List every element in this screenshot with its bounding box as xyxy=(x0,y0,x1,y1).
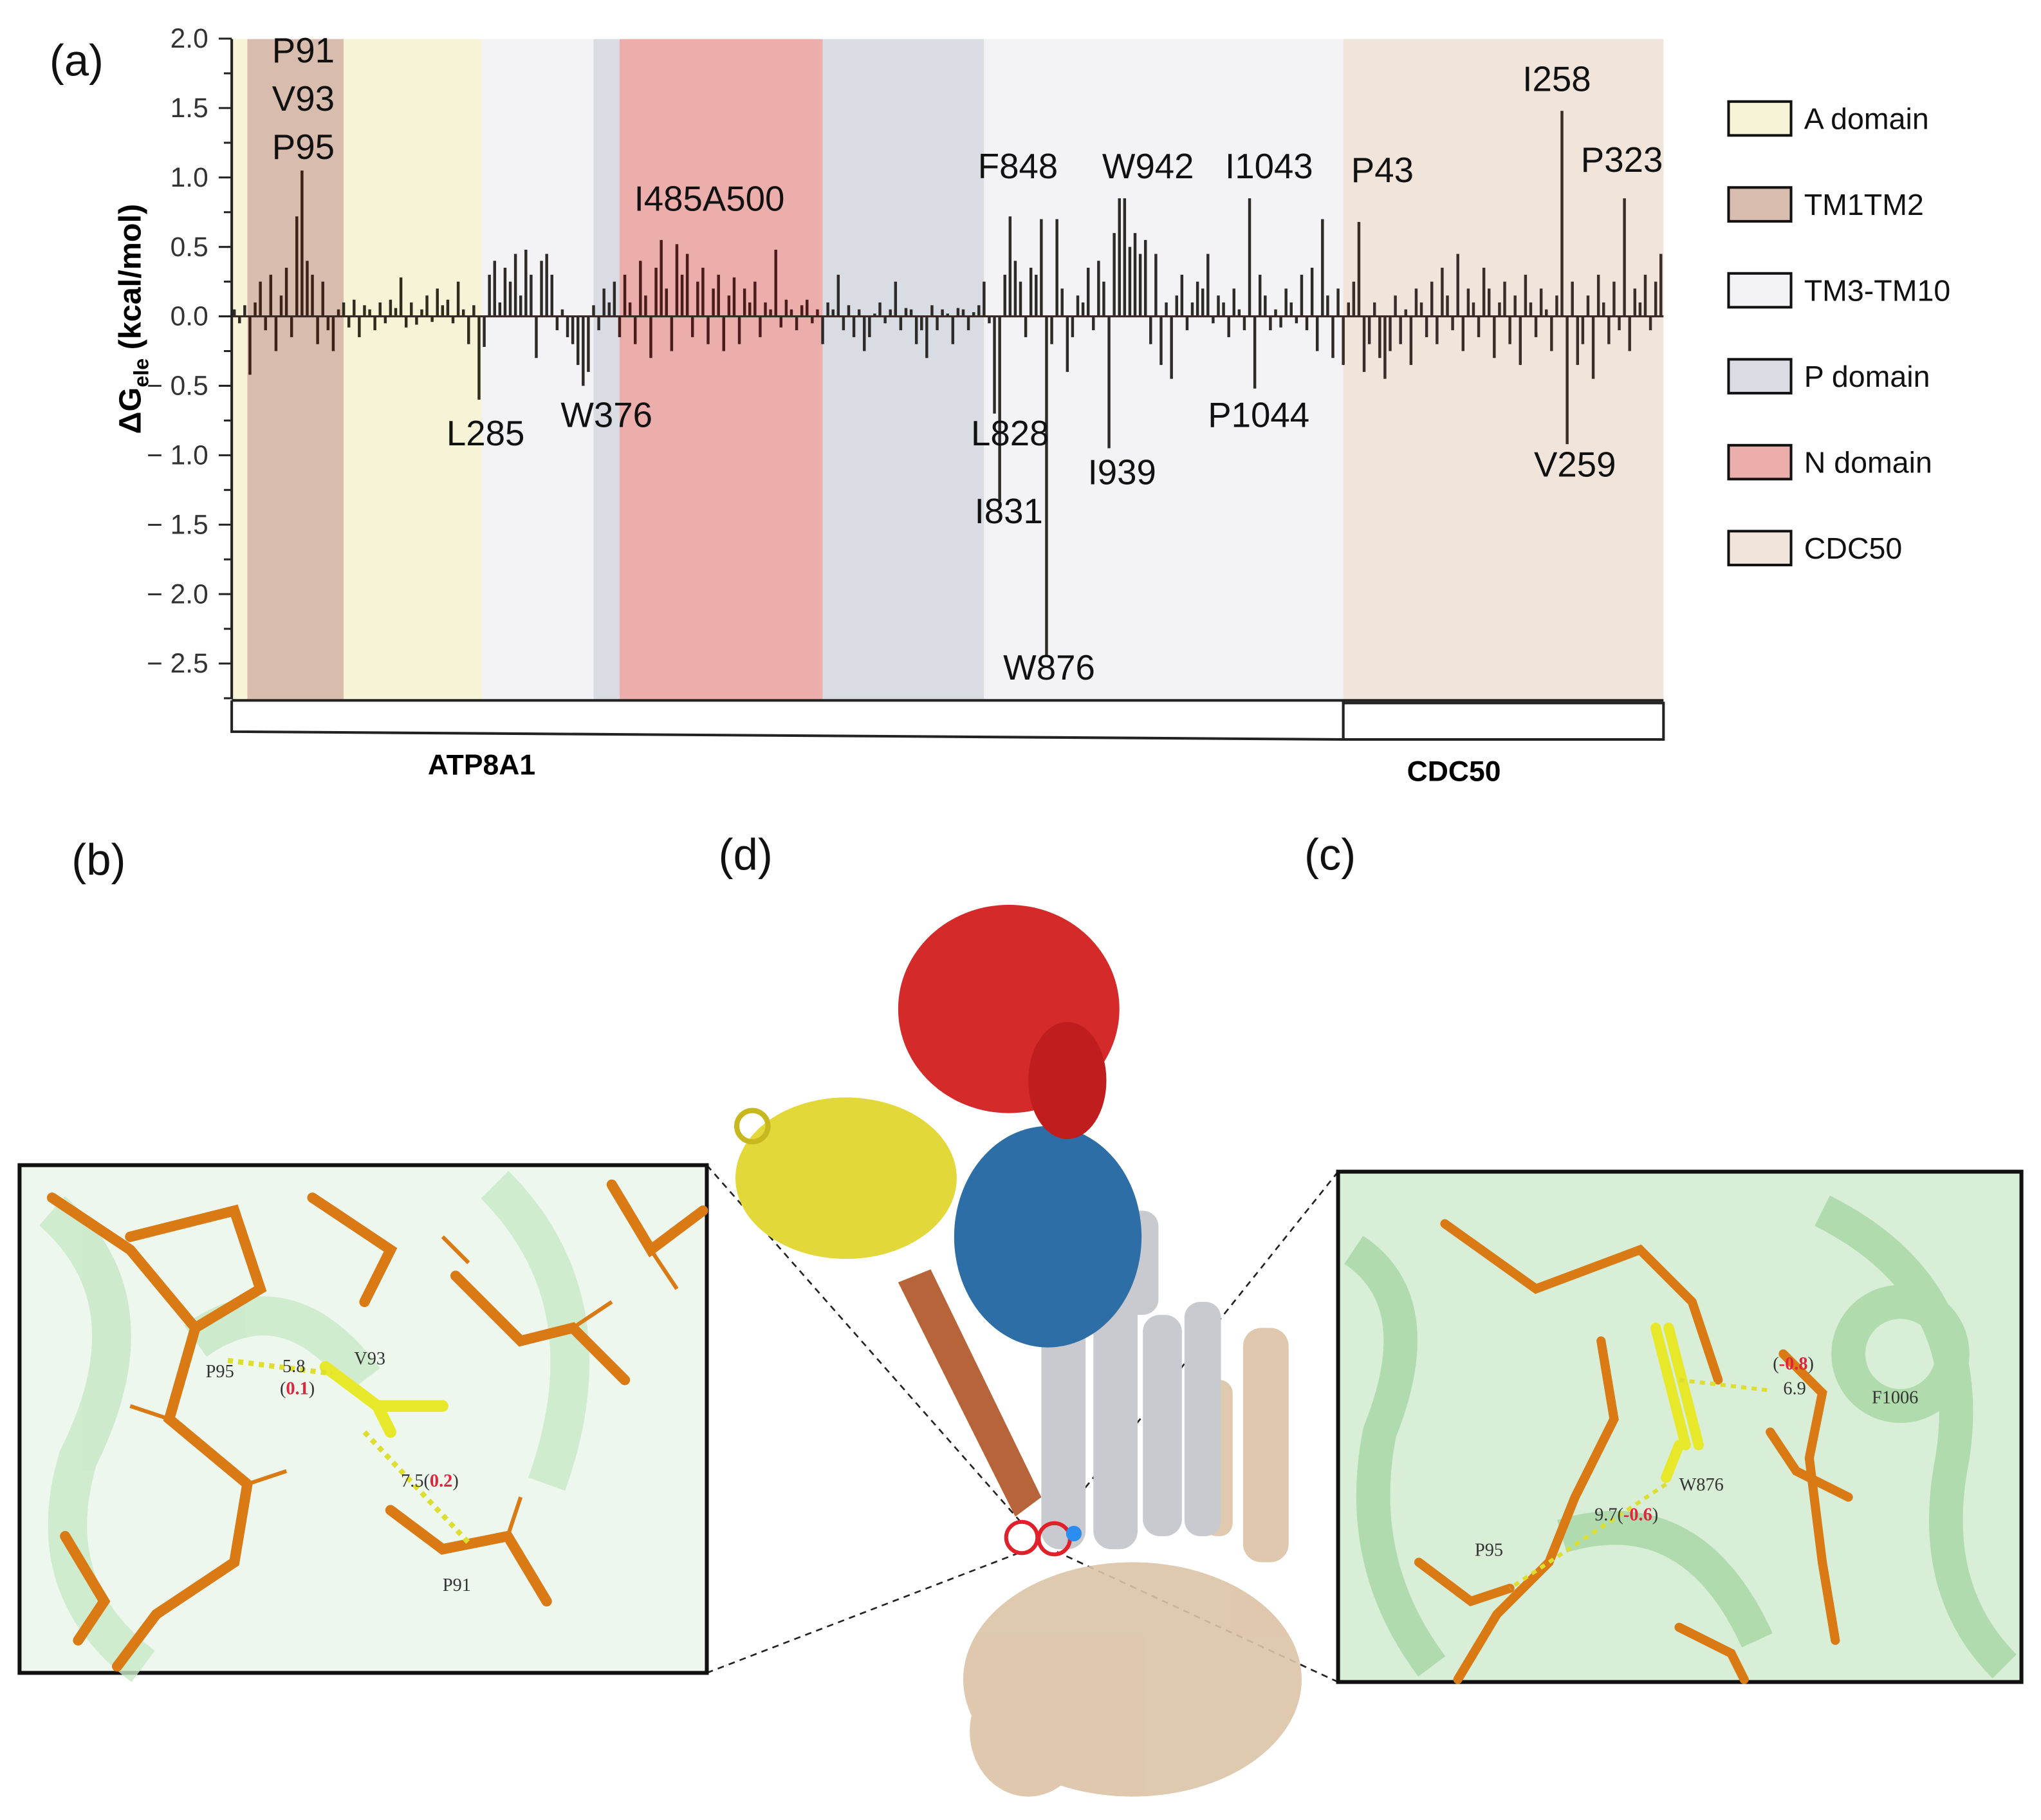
legend-swatch xyxy=(1727,358,1793,395)
panel-label-d: (d) xyxy=(719,830,773,879)
annotation-p43: P43 xyxy=(1351,151,1414,190)
y-tick-label: 0.0 xyxy=(171,302,208,332)
annotation-l828: L828 xyxy=(971,414,1049,453)
protein-structure xyxy=(734,904,1302,1797)
band-tm1tm2 xyxy=(247,39,344,700)
group-label-cdc50: CDC50 xyxy=(1407,756,1501,788)
band-cdc50 xyxy=(1343,39,1664,700)
band-tm3-tm10 xyxy=(481,39,594,700)
panel-b-zoom: P95 5.8 (0.1) V93 7.5(0.2) P91 xyxy=(17,1163,709,1682)
label-p95: P95 xyxy=(1475,1540,1503,1560)
annotation-i939: I939 xyxy=(1088,453,1156,492)
label-w876: W876 xyxy=(1679,1475,1724,1495)
band-tm3-tm10 xyxy=(984,39,1344,700)
y-tick-label: − 0.5 xyxy=(147,371,208,402)
yellow-residue-w876 xyxy=(1650,1323,1704,1483)
distance-lines xyxy=(1508,1378,1771,1590)
orange-hydrogens xyxy=(129,1235,679,1537)
energy-0-1: (0.1) xyxy=(280,1379,315,1399)
panel-label-a: (a) xyxy=(50,35,104,85)
a-domain xyxy=(735,1097,957,1259)
yellow-residue-v93 xyxy=(319,1360,448,1438)
legend-swatch xyxy=(1727,186,1793,223)
label-v93: V93 xyxy=(354,1349,385,1369)
legend-swatch xyxy=(1727,100,1793,137)
label-p95: P95 xyxy=(206,1362,234,1382)
annotation-i1043: I1043 xyxy=(1225,147,1313,186)
tm1tm2-helix xyxy=(898,1269,1042,1517)
band-a-domain xyxy=(344,39,482,700)
panel-label-c: (c) xyxy=(1304,830,1356,879)
domain-bands xyxy=(232,39,1664,700)
annotation-w876: W876 xyxy=(1003,648,1095,687)
legend-swatch xyxy=(1727,530,1793,566)
orange-residues xyxy=(1414,1219,1853,1684)
y-tick-label: 1.0 xyxy=(171,163,208,193)
y-tick-label: 1.5 xyxy=(171,93,208,124)
y-tick-label: − 2.5 xyxy=(147,649,208,679)
distance-6-9: 6.9 xyxy=(1783,1379,1806,1399)
y-tick-label: − 1.5 xyxy=(147,510,208,540)
annotation-i258: I258 xyxy=(1522,60,1591,99)
group-label-atp8a1: ATP8A1 xyxy=(428,750,535,781)
annotation-w376: W376 xyxy=(560,396,652,435)
label-p91: P91 xyxy=(443,1575,471,1595)
residue-annotations: P91 V93 P95 L285 W376 I485A500 F848 W942 I1043 P4… xyxy=(272,31,1663,687)
legend-swatch xyxy=(1727,272,1793,309)
panel-c-zoom: (-0.8) 6.9 F1006 W876 9.7(-0.6) P95 xyxy=(1336,1169,2024,1684)
y-axis-label: ΔGele (kcal/mol) xyxy=(113,204,153,434)
p-domain xyxy=(954,1126,1142,1348)
label-f1006: F1006 xyxy=(1872,1388,1918,1408)
legend-label: TM3-TM10 xyxy=(1804,274,1950,307)
highlight-circle-tm1tm2 xyxy=(1004,1519,1040,1555)
annotation-p1044: P1044 xyxy=(1208,396,1309,435)
legend-label: CDC50 xyxy=(1804,532,1903,565)
distance-7-5: 7.5(0.2) xyxy=(401,1471,459,1491)
legend-label: N domain xyxy=(1804,445,1932,479)
legend-label: A domain xyxy=(1804,102,1929,135)
band-n-domain xyxy=(619,39,823,700)
annotation-v259: V259 xyxy=(1534,445,1616,484)
bars xyxy=(232,111,1663,657)
legend-label: TM1TM2 xyxy=(1804,188,1924,221)
annotation-p323: P323 xyxy=(1581,140,1663,180)
group-brackets: ATP8A1 CDC50 xyxy=(230,699,1665,788)
legend: A domain TM1TM2 TM3-TM10 P domain N domain CD… xyxy=(1727,100,1950,566)
y-tick-label: − 2.0 xyxy=(147,579,208,609)
distance-5-8: 5.8 xyxy=(282,1357,305,1377)
band-a-domain xyxy=(232,39,248,700)
band-p-domain xyxy=(822,39,984,700)
annotation-p95: P95 xyxy=(272,127,335,167)
annotation-f848: F848 xyxy=(978,147,1058,186)
legend-swatch xyxy=(1727,443,1793,481)
cdc50-domain xyxy=(963,1328,1302,1797)
legend-label: P domain xyxy=(1804,360,1930,393)
energy-neg-0-8: (-0.8) xyxy=(1773,1354,1814,1374)
annotation-v93: V93 xyxy=(272,79,335,118)
annotation-l285: L285 xyxy=(447,414,525,453)
panel-label-b: (b) xyxy=(71,835,125,884)
y-tick-label: 0.5 xyxy=(171,232,208,263)
annotation-p91: P91 xyxy=(272,31,335,70)
y-tick-label: 2.0 xyxy=(171,24,208,54)
y-tick-label: − 1.0 xyxy=(147,441,208,471)
annotation-w942: W942 xyxy=(1102,147,1194,186)
annotation-i831: I831 xyxy=(975,492,1043,531)
band-p-domain xyxy=(593,39,620,700)
distance-lines xyxy=(227,1357,471,1545)
y-axis: 2.0 1.5 1.0 0.5 0.0 − 0.5 − 1.0 − 1.5 − 2.0 − 2.5 xyxy=(147,24,234,700)
annotation-i485a500: I485A500 xyxy=(634,180,785,219)
distance-9-7: 9.7(-0.6) xyxy=(1594,1505,1658,1525)
